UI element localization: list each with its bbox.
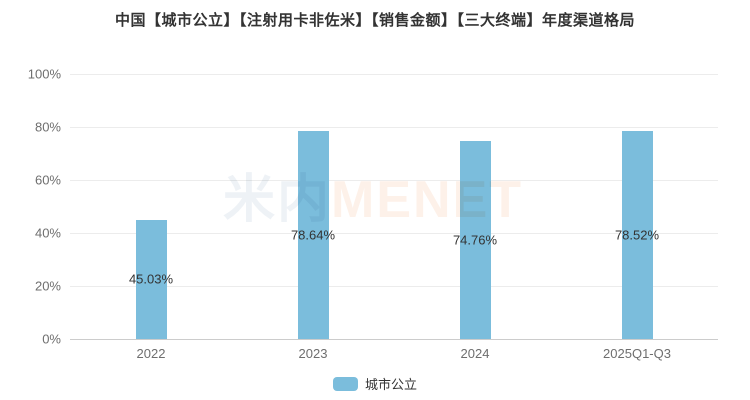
gridline (70, 74, 718, 75)
gridline (70, 339, 718, 340)
legend: 城市公立 (0, 374, 750, 393)
value-label: 74.76% (452, 232, 498, 248)
x-axis-tick-label: 2022 (136, 346, 166, 361)
y-axis-tick-label: 100% (27, 66, 61, 82)
x-axis-tick-label: 2024 (460, 346, 490, 361)
gridline (70, 286, 718, 287)
x-axis-tick-label: 2023 (298, 346, 328, 361)
y-axis-tick-label: 20% (34, 278, 61, 294)
value-label: 45.03% (128, 271, 174, 287)
bar-城市公立-2023[interactable] (297, 130, 329, 339)
bar-城市公立-2024[interactable] (459, 140, 491, 339)
value-label: 78.64% (290, 227, 336, 243)
bar-城市公立-2025Q1-Q3[interactable] (621, 130, 653, 339)
chart-title: 中国【城市公立】【注射用卡非佐米】【销售金额】【三大终端】年度渠道格局 (114, 12, 635, 29)
plot-area: 米内MENET 0% 20% 40% 60% 80% 100% 45.03% 2022 78.6… (28, 67, 718, 361)
x-axis-tick-label: 2025Q1-Q3 (603, 346, 671, 361)
y-axis-tick-label: 0% (42, 331, 61, 347)
y-axis-tick-label: 60% (34, 172, 61, 188)
legend-item-城市公立[interactable]: 城市公立 (332, 374, 417, 393)
y-axis-tick-label: 80% (34, 119, 61, 135)
gridline (70, 127, 718, 128)
y-axis-tick-label: 40% (34, 225, 61, 241)
gridline (70, 180, 718, 181)
legend-label: 城市公立 (364, 377, 417, 392)
legend-swatch-icon (332, 376, 358, 391)
value-label: 78.52% (614, 227, 660, 243)
bar-城市公立-2022[interactable] (135, 219, 167, 339)
gridline (70, 233, 718, 234)
